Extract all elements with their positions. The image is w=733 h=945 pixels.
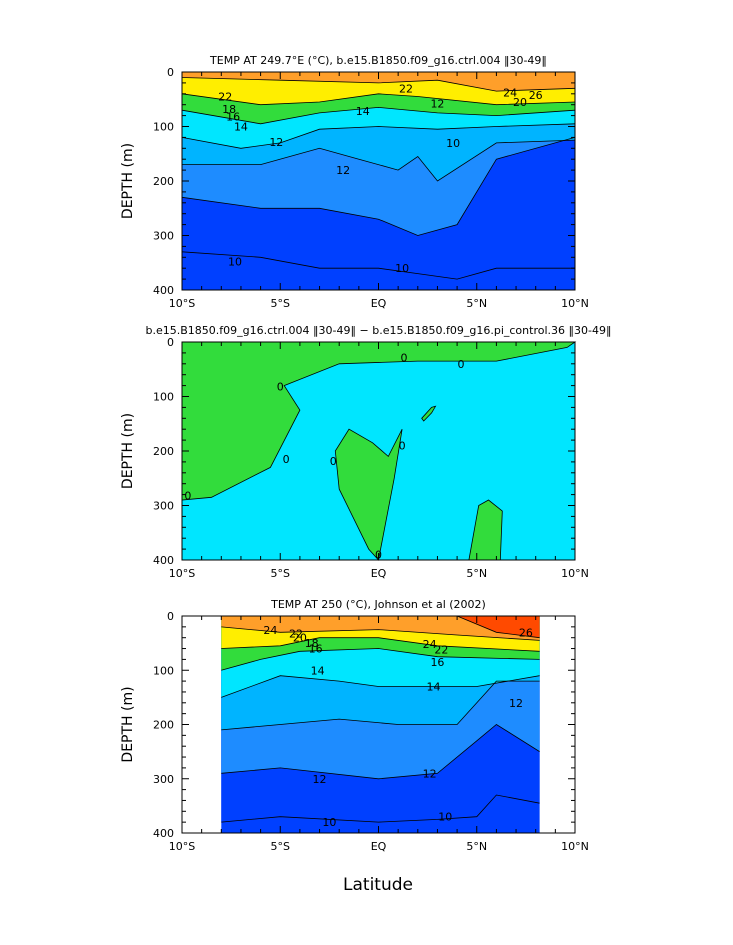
contour-label: 16 [430, 656, 444, 669]
y-tick-label: 300 [153, 230, 174, 243]
x-tick-label: 5°S [271, 567, 290, 580]
contour-label: 22 [218, 91, 232, 104]
x-tick-label: EQ [371, 297, 387, 310]
contour-band-26 [221, 616, 540, 638]
y-tick-label: 200 [153, 175, 174, 188]
contour-label: 20 [513, 96, 527, 109]
contour-label: 0 [283, 453, 290, 466]
panel-title: b.e15.B1850.f09_g16.ctrl.004 ‖30-49‖ − b… [146, 324, 612, 337]
contour-label: 22 [399, 82, 413, 95]
y-tick-label: 0 [167, 610, 174, 623]
y-tick-label: 300 [153, 773, 174, 786]
isotherm-line-12 [182, 139, 576, 182]
panel-title: TEMP AT 249.7°E (°C), b.e15.B1850.f09_g1… [209, 54, 547, 67]
contour-label: 12 [509, 697, 523, 710]
x-tick-label: 5°N [466, 840, 487, 853]
contour-label: 12 [269, 136, 283, 149]
contour-label: 0 [330, 455, 337, 468]
isotherm-line-26 [181, 77, 576, 92]
y-axis-label: DEPTH (m) [120, 143, 136, 219]
contour-label: 14 [356, 105, 370, 118]
contour-label: 0 [277, 381, 284, 394]
x-axis-label: Latitude [343, 875, 413, 895]
x-tick-label: 10°S [169, 297, 195, 310]
isotherm-line-11 [221, 724, 540, 780]
contour-label: 22 [289, 627, 303, 640]
contour-label: 16 [309, 643, 323, 656]
x-tick-label: EQ [371, 567, 387, 580]
isotherm-line-10 [221, 794, 540, 823]
y-tick-label: 400 [153, 827, 174, 840]
contour-label: 10 [395, 262, 409, 275]
x-tick-label: 5°N [466, 567, 487, 580]
difference-region-negative-4 [421, 405, 437, 422]
contour-label: 14 [311, 664, 325, 677]
y-axis-label: DEPTH (m) [120, 413, 136, 489]
isotherm-line-14 [181, 123, 576, 149]
isotherm-line-10 [181, 251, 575, 280]
contour-label: 14 [427, 681, 441, 694]
contour-label: 10 [322, 816, 336, 829]
difference-region-negative-1 [181, 341, 577, 501]
isotherm-line-20 [221, 637, 540, 652]
isotherm-line-18 [181, 106, 576, 125]
y-tick-label: 400 [153, 554, 174, 567]
panel-title: TEMP AT 250 (°C), Johnson et al (2002) [270, 598, 486, 611]
isotherm-line-12 [221, 680, 540, 731]
y-axis-label: DEPTH (m) [120, 686, 136, 762]
contour-label: 26 [519, 626, 533, 639]
contour-label: 12 [423, 767, 437, 780]
contour-label: 0 [399, 440, 406, 453]
contour-band-24 [221, 616, 540, 641]
contour-label: 12 [313, 773, 327, 786]
isotherm-line-24 [221, 626, 540, 641]
x-tick-label: 5°S [271, 297, 290, 310]
y-tick-label: 300 [153, 500, 174, 513]
contour-label: 18 [305, 637, 319, 650]
x-tick-label: 5°N [466, 297, 487, 310]
contour-label: 24 [423, 638, 437, 651]
contour-label: 10 [446, 137, 460, 150]
contour-label: 12 [336, 164, 350, 177]
contour-label: 16 [226, 111, 240, 124]
x-tick-label: 10°S [169, 840, 195, 853]
y-tick-label: 0 [167, 336, 174, 349]
y-tick-label: 100 [153, 391, 174, 404]
isotherm-line-26 [456, 615, 540, 639]
isotherm-line-11 [181, 137, 576, 236]
contour-label: 10 [438, 811, 452, 824]
contour-label: 0 [458, 358, 465, 371]
y-tick-label: 400 [153, 284, 174, 297]
contour-label: 0 [184, 490, 191, 503]
x-tick-label: 10°N [561, 297, 589, 310]
contour-label: 14 [234, 121, 248, 134]
isotherm-line-16 [221, 648, 540, 671]
contour-label: 18 [222, 103, 236, 116]
isotherm-line-22 [181, 93, 576, 106]
x-tick-label: 10°S [169, 567, 195, 580]
contour-label: 20 [293, 632, 307, 645]
x-tick-label: 5°S [271, 840, 290, 853]
panel-2: 00000000b.e15.B1850.f09_g16.ctrl.004 ‖30… [120, 324, 611, 580]
y-tick-label: 200 [153, 445, 174, 458]
y-tick-label: 200 [153, 719, 174, 732]
y-tick-label: 100 [153, 664, 174, 677]
contour-label: 0 [401, 351, 408, 364]
contour-label: 12 [430, 98, 444, 111]
isotherm-line-14 [221, 675, 540, 698]
contour-label: 24 [503, 87, 517, 100]
x-tick-label: 10°N [561, 567, 589, 580]
y-tick-label: 0 [167, 66, 174, 79]
contour-label: 22 [434, 644, 448, 657]
y-tick-label: 100 [153, 121, 174, 134]
contour-label: 24 [263, 624, 277, 637]
contour-label: 10 [228, 256, 242, 269]
x-tick-label: EQ [371, 840, 387, 853]
x-tick-label: 10°N [561, 840, 589, 853]
difference-region-negative-2 [334, 428, 403, 561]
contour-label: 26 [529, 89, 543, 102]
